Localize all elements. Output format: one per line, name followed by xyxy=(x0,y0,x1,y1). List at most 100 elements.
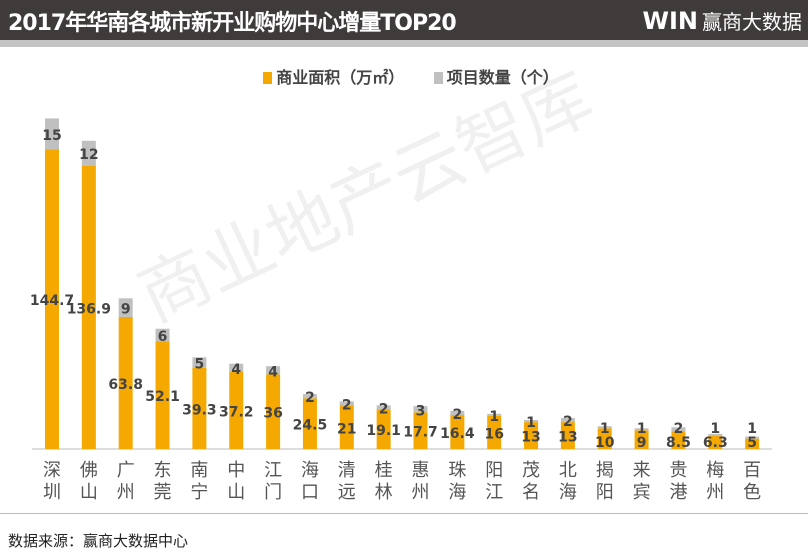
brand-name: 赢商大数据 xyxy=(702,10,802,34)
data-label-area: 8.5 xyxy=(666,435,691,451)
data-label-count: 2 xyxy=(305,390,315,406)
brand: WIN 赢商大数据 xyxy=(643,6,803,35)
x-tick-label: 莞 xyxy=(154,482,172,503)
data-label-count: 1 xyxy=(600,421,610,437)
data-label-count: 5 xyxy=(195,356,205,372)
data-label-count: 2 xyxy=(452,407,462,423)
x-tick-label: 惠 xyxy=(412,460,430,481)
bar-count xyxy=(487,413,502,416)
x-tick-label: 海 xyxy=(448,482,466,503)
x-tick-label: 珠 xyxy=(448,460,466,481)
legend-swatch-count xyxy=(433,72,443,84)
data-label-area: 144.7 xyxy=(30,293,74,309)
bar-count xyxy=(634,428,649,431)
x-tick-label: 名 xyxy=(522,482,540,503)
bar-area xyxy=(376,409,391,449)
x-tick-label: 阳 xyxy=(596,482,614,503)
data-label-count: 1 xyxy=(637,421,647,437)
bar-count xyxy=(524,420,539,423)
data-label-area: 13 xyxy=(521,430,540,446)
x-tick-label: 州 xyxy=(117,482,135,503)
x-tick-label: 州 xyxy=(706,482,724,503)
brand-logo: WIN xyxy=(642,7,699,35)
legend-label-area: 商业面积（万㎡） xyxy=(276,68,405,87)
data-label-count: 9 xyxy=(121,302,131,318)
bar-count xyxy=(376,405,391,410)
data-label-count: 3 xyxy=(416,403,426,419)
bar-count xyxy=(118,298,133,317)
data-label-count: 1 xyxy=(526,415,536,431)
x-tick-label: 来 xyxy=(633,460,651,481)
data-label-count: 2 xyxy=(674,421,684,437)
x-tick-label: 揭 xyxy=(596,460,614,481)
bar-count xyxy=(413,406,428,413)
bar-area xyxy=(302,398,317,449)
data-label-count: 12 xyxy=(79,147,98,163)
data-label-area: 6.3 xyxy=(703,435,728,451)
x-tick-label: 山 xyxy=(227,482,245,503)
bar-area xyxy=(450,415,465,449)
x-tick-label: 深 xyxy=(43,460,61,481)
bar-area xyxy=(745,438,760,449)
x-tick-label: 梅 xyxy=(706,460,724,481)
x-tick-label: 桂 xyxy=(375,460,393,481)
x-tick-label: 林 xyxy=(375,482,393,503)
bar-count xyxy=(45,118,59,150)
bar-area xyxy=(192,367,207,449)
bar-count xyxy=(745,436,760,439)
header-strip xyxy=(0,40,808,47)
bar-count xyxy=(450,410,465,416)
bar-count xyxy=(671,427,686,432)
data-label-count: 2 xyxy=(342,397,352,413)
data-label-count: 6 xyxy=(158,329,168,345)
x-tick-label: 山 xyxy=(80,482,98,503)
bar-count xyxy=(339,401,354,406)
bar-area xyxy=(266,374,281,449)
x-tick-label: 百 xyxy=(743,460,761,481)
data-label-count: 15 xyxy=(42,128,61,144)
legend: 商业面积（万㎡） 项目数量（个） xyxy=(0,64,808,88)
x-tick-label: 远 xyxy=(338,482,356,503)
x-tick-label: 海 xyxy=(301,460,319,481)
data-label-count: 4 xyxy=(231,362,241,378)
x-tick-label: 北 xyxy=(559,460,577,481)
x-tick-label: 宾 xyxy=(633,482,651,503)
data-label-count: 1 xyxy=(489,409,499,425)
bar-count xyxy=(229,363,244,372)
bar-count xyxy=(266,366,281,375)
x-tick-label: 南 xyxy=(190,460,208,481)
bar-area xyxy=(708,435,723,449)
data-label-area: 63.8 xyxy=(108,377,143,393)
data-label-area: 17.7 xyxy=(403,425,438,441)
bar-area xyxy=(118,316,133,449)
data-label-area: 16 xyxy=(484,426,503,442)
x-tick-label: 佛 xyxy=(80,460,98,481)
x-tick-label: 江 xyxy=(485,482,503,503)
data-label-area: 16.4 xyxy=(440,426,475,442)
x-tick-label: 清 xyxy=(338,460,356,481)
data-label-count: 1 xyxy=(747,421,757,437)
bar-count xyxy=(560,417,575,423)
data-label-area: 36 xyxy=(263,406,282,422)
data-label-area: 21 xyxy=(337,421,356,437)
data-label-area: 10 xyxy=(595,435,615,451)
x-tick-label: 港 xyxy=(669,482,687,503)
data-label-count: 1 xyxy=(710,421,720,437)
bar-area xyxy=(597,428,612,449)
footer-source: 数据来源：赢商大数据中心 xyxy=(8,532,189,550)
bar-area xyxy=(45,149,59,449)
x-tick-label: 色 xyxy=(743,482,761,503)
legend-swatch-area xyxy=(263,72,273,84)
x-tick-label: 海 xyxy=(559,482,577,503)
bar-count xyxy=(192,357,207,368)
bar-count xyxy=(302,394,317,399)
header-bar: 2017年华南各城市新开业购物中心增量TOP20 WIN 赢商大数据 xyxy=(0,0,808,40)
x-tick-label: 宁 xyxy=(190,482,208,503)
bar-area xyxy=(155,341,170,449)
x-tick-label: 中 xyxy=(227,460,245,481)
bar-area xyxy=(413,412,428,449)
bar-area xyxy=(671,431,686,449)
data-label-area: 9 xyxy=(637,435,647,451)
